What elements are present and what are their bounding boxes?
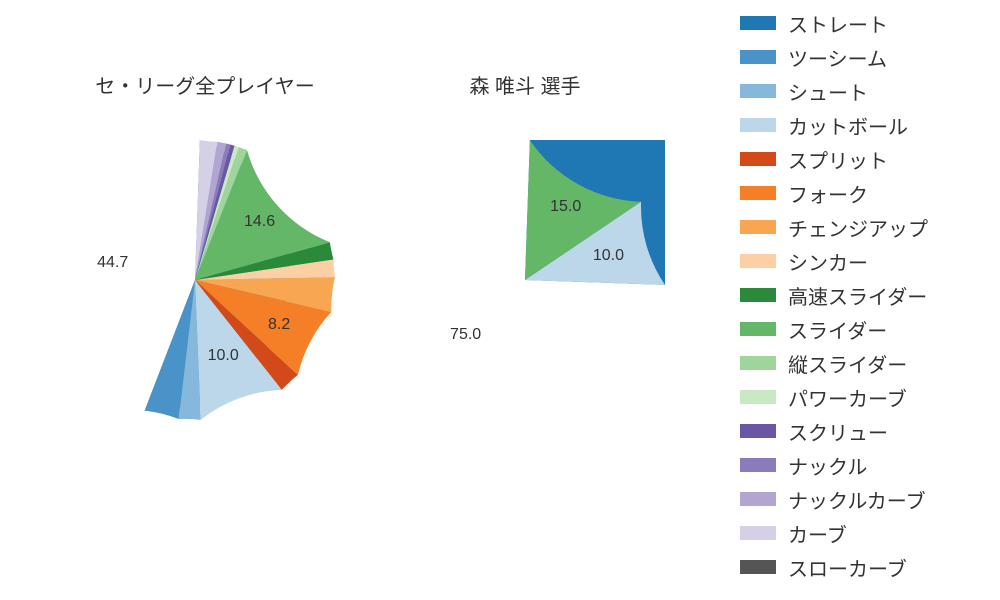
legend-label: カーブ xyxy=(788,519,847,548)
legend-swatch xyxy=(740,390,776,404)
pie-chart-right xyxy=(385,140,665,420)
legend-item: スローカーブ xyxy=(720,550,1000,584)
legend-item: 高速スライダー xyxy=(720,278,1000,312)
pie-slice-label: 75.0 xyxy=(450,326,481,344)
legend-swatch xyxy=(740,118,776,132)
legend-item: カットボール xyxy=(720,108,1000,142)
chart-stage: セ・リーグ全プレイヤー 森 唯斗 選手 ストレートツーシームシュートカットボール… xyxy=(0,0,1000,600)
legend-label: スプリット xyxy=(788,145,888,174)
legend-swatch xyxy=(740,322,776,336)
legend-item: ストレート xyxy=(720,6,1000,40)
legend-item: フォーク xyxy=(720,176,1000,210)
legend-swatch xyxy=(740,492,776,506)
legend-label: ストレート xyxy=(788,9,888,38)
legend: ストレートツーシームシュートカットボールスプリットフォークチェンジアップシンカー… xyxy=(720,0,1000,584)
legend-swatch xyxy=(740,560,776,574)
pie-slice-label: 10.0 xyxy=(593,247,624,265)
pie-slice-label: 44.7 xyxy=(97,254,128,272)
legend-item: スライダー xyxy=(720,312,1000,346)
legend-swatch xyxy=(740,356,776,370)
legend-label: ツーシーム xyxy=(788,43,887,72)
legend-label: スクリュー xyxy=(788,417,888,446)
legend-label: スローカーブ xyxy=(788,553,907,582)
legend-swatch xyxy=(740,186,776,200)
legend-item: チェンジアップ xyxy=(720,210,1000,244)
legend-label: ナックル xyxy=(788,451,867,480)
legend-swatch xyxy=(740,288,776,302)
legend-label: シュート xyxy=(788,77,868,106)
legend-item: スプリット xyxy=(720,142,1000,176)
legend-item: シュート xyxy=(720,74,1000,108)
legend-label: フォーク xyxy=(788,179,868,208)
legend-item: シンカー xyxy=(720,244,1000,278)
legend-label: パワーカーブ xyxy=(788,383,907,412)
legend-item: 縦スライダー xyxy=(720,346,1000,380)
legend-swatch xyxy=(740,254,776,268)
legend-swatch xyxy=(740,424,776,438)
legend-swatch xyxy=(740,50,776,64)
legend-label: スライダー xyxy=(788,315,887,344)
legend-item: ナックルカーブ xyxy=(720,482,1000,516)
legend-swatch xyxy=(740,152,776,166)
legend-swatch xyxy=(740,220,776,234)
pie-chart-left xyxy=(55,140,335,420)
legend-swatch xyxy=(740,16,776,30)
pie-slice-label: 10.0 xyxy=(208,347,239,365)
legend-item: スクリュー xyxy=(720,414,1000,448)
pie-slice-label: 15.0 xyxy=(550,198,581,216)
legend-label: シンカー xyxy=(788,247,868,276)
chart-title-right: 森 唯斗 選手 xyxy=(469,70,580,99)
legend-swatch xyxy=(740,458,776,472)
pie-slice-label: 8.2 xyxy=(268,316,290,334)
legend-item: カーブ xyxy=(720,516,1000,550)
legend-item: ツーシーム xyxy=(720,40,1000,74)
legend-label: 高速スライダー xyxy=(788,281,927,310)
legend-swatch xyxy=(740,84,776,98)
legend-label: ナックルカーブ xyxy=(788,485,926,514)
legend-label: カットボール xyxy=(788,111,908,140)
legend-item: ナックル xyxy=(720,448,1000,482)
legend-label: チェンジアップ xyxy=(788,213,928,242)
legend-label: 縦スライダー xyxy=(788,349,907,378)
chart-title-left: セ・リーグ全プレイヤー xyxy=(95,70,314,99)
legend-swatch xyxy=(740,526,776,540)
pie-slice-label: 14.6 xyxy=(244,213,275,231)
legend-item: パワーカーブ xyxy=(720,380,1000,414)
